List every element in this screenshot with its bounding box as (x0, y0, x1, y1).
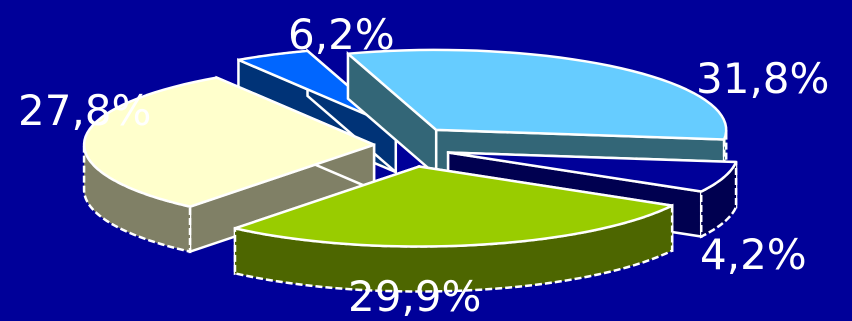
slice-label-2: 4,2% (700, 234, 807, 276)
slice-label-4: 27,8% (18, 90, 151, 132)
slice-label-5: 6,2% (288, 14, 395, 56)
slice-label-3: 29,9% (348, 276, 481, 318)
pie-slices (84, 50, 736, 292)
slice-label-1: 31,8% (696, 58, 829, 100)
